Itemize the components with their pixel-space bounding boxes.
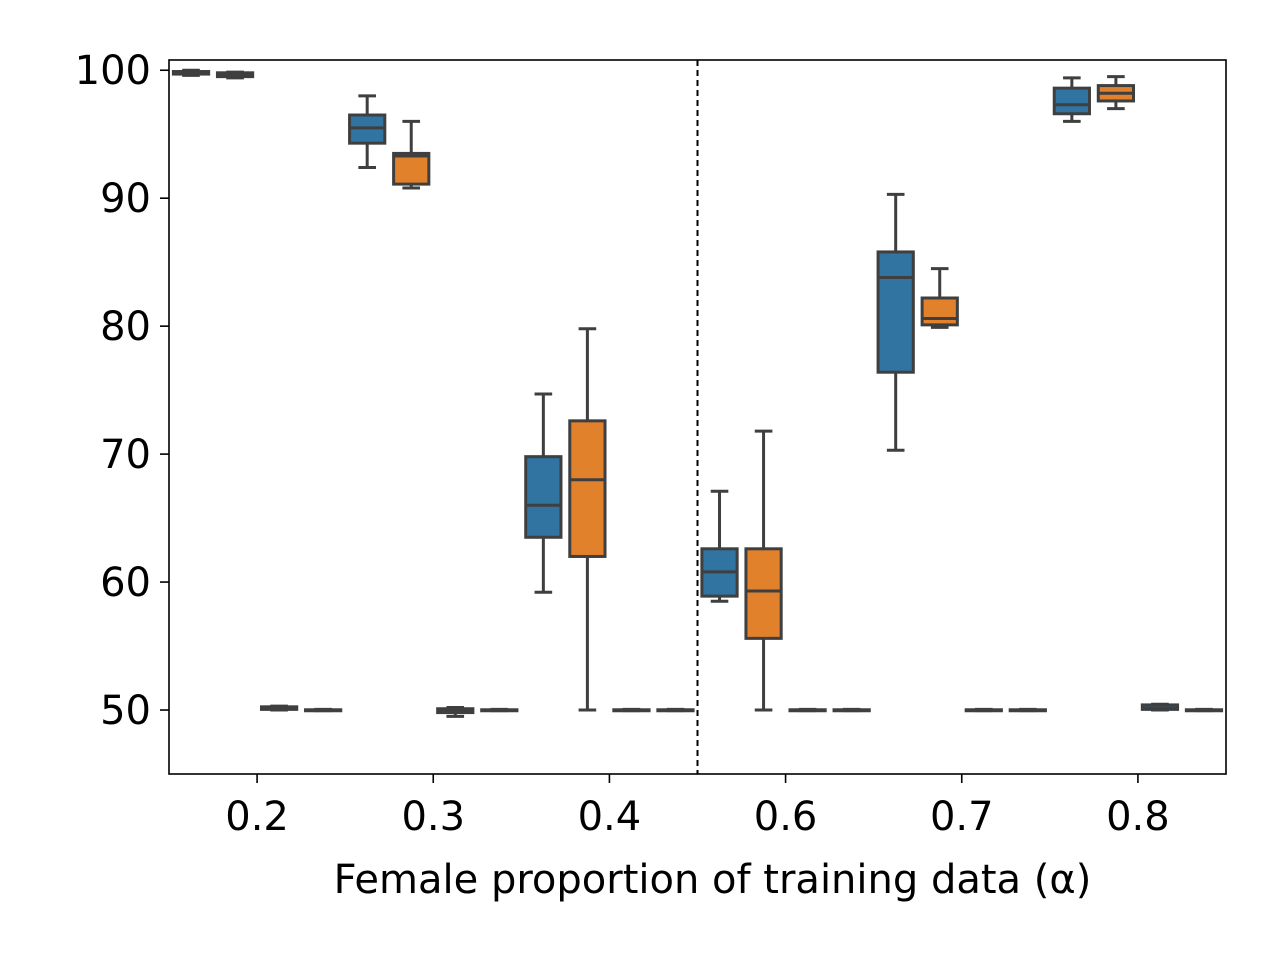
x-tick-label: 0.6 xyxy=(754,794,818,840)
axes-frame xyxy=(168,59,1227,775)
box-0.6-1 xyxy=(744,429,783,712)
box-body xyxy=(876,250,915,374)
box-body xyxy=(524,455,563,539)
y-tick-label: 50 xyxy=(100,688,151,734)
box-0.4-3 xyxy=(656,707,695,713)
x-axis-label: Female proportion of training data (α) xyxy=(334,857,1092,903)
box-0.7-2 xyxy=(964,707,1003,713)
box-group-0.6 xyxy=(700,429,871,713)
y-tick-label: 60 xyxy=(100,560,151,606)
box-0.2-3 xyxy=(304,707,343,713)
box-0.8-3 xyxy=(1184,707,1224,713)
y-axis: 50 60 70 80 90 100 xyxy=(75,48,169,734)
box-group-0.7 xyxy=(876,192,1047,713)
box-0.2-1 xyxy=(215,70,255,80)
box-group-0.8 xyxy=(1052,75,1224,713)
box-0.8-1 xyxy=(1096,75,1136,111)
box-0.8-2 xyxy=(1140,702,1180,712)
box-0.7-1 xyxy=(920,267,959,329)
box-group-0.2 xyxy=(171,68,343,713)
box-body xyxy=(1052,86,1091,116)
box-group-0.3 xyxy=(348,94,519,718)
box-body xyxy=(920,296,959,327)
box-0.8-0 xyxy=(1052,76,1091,123)
x-tick-label: 0.7 xyxy=(930,794,994,840)
plot-area xyxy=(171,60,1224,774)
box-0.4-0 xyxy=(524,392,563,594)
box-0.2-2 xyxy=(259,704,299,712)
box-0.3-2 xyxy=(436,705,475,718)
box-0.3-3 xyxy=(480,707,519,713)
y-tick-label: 100 xyxy=(75,48,151,94)
x-tick-label: 0.3 xyxy=(401,794,465,840)
y-tick-label: 90 xyxy=(100,176,151,222)
box-0.3-1 xyxy=(392,119,431,190)
box-body xyxy=(568,419,607,558)
x-tick-label: 0.2 xyxy=(225,794,289,840)
box-body xyxy=(392,151,431,186)
y-tick-label: 80 xyxy=(100,304,151,350)
box-0.7-3 xyxy=(1008,707,1047,713)
x-axis: 0.2 0.3 0.4 0.6 0.7 0.8 xyxy=(225,774,1170,840)
box-0.6-0 xyxy=(700,489,739,603)
box-0.3-0 xyxy=(348,94,387,169)
box-0.6-2 xyxy=(788,707,827,713)
y-tick-label: 70 xyxy=(100,432,151,478)
box-body xyxy=(744,547,783,640)
box-0.7-0 xyxy=(876,192,915,452)
x-tick-label: 0.4 xyxy=(578,794,642,840)
x-tick-label: 0.8 xyxy=(1106,794,1170,840)
box-0.2-0 xyxy=(171,68,211,77)
box-0.4-1 xyxy=(568,327,607,712)
box-0.4-2 xyxy=(612,707,651,713)
box-group-0.4 xyxy=(524,327,695,713)
box-0.6-3 xyxy=(832,707,871,713)
